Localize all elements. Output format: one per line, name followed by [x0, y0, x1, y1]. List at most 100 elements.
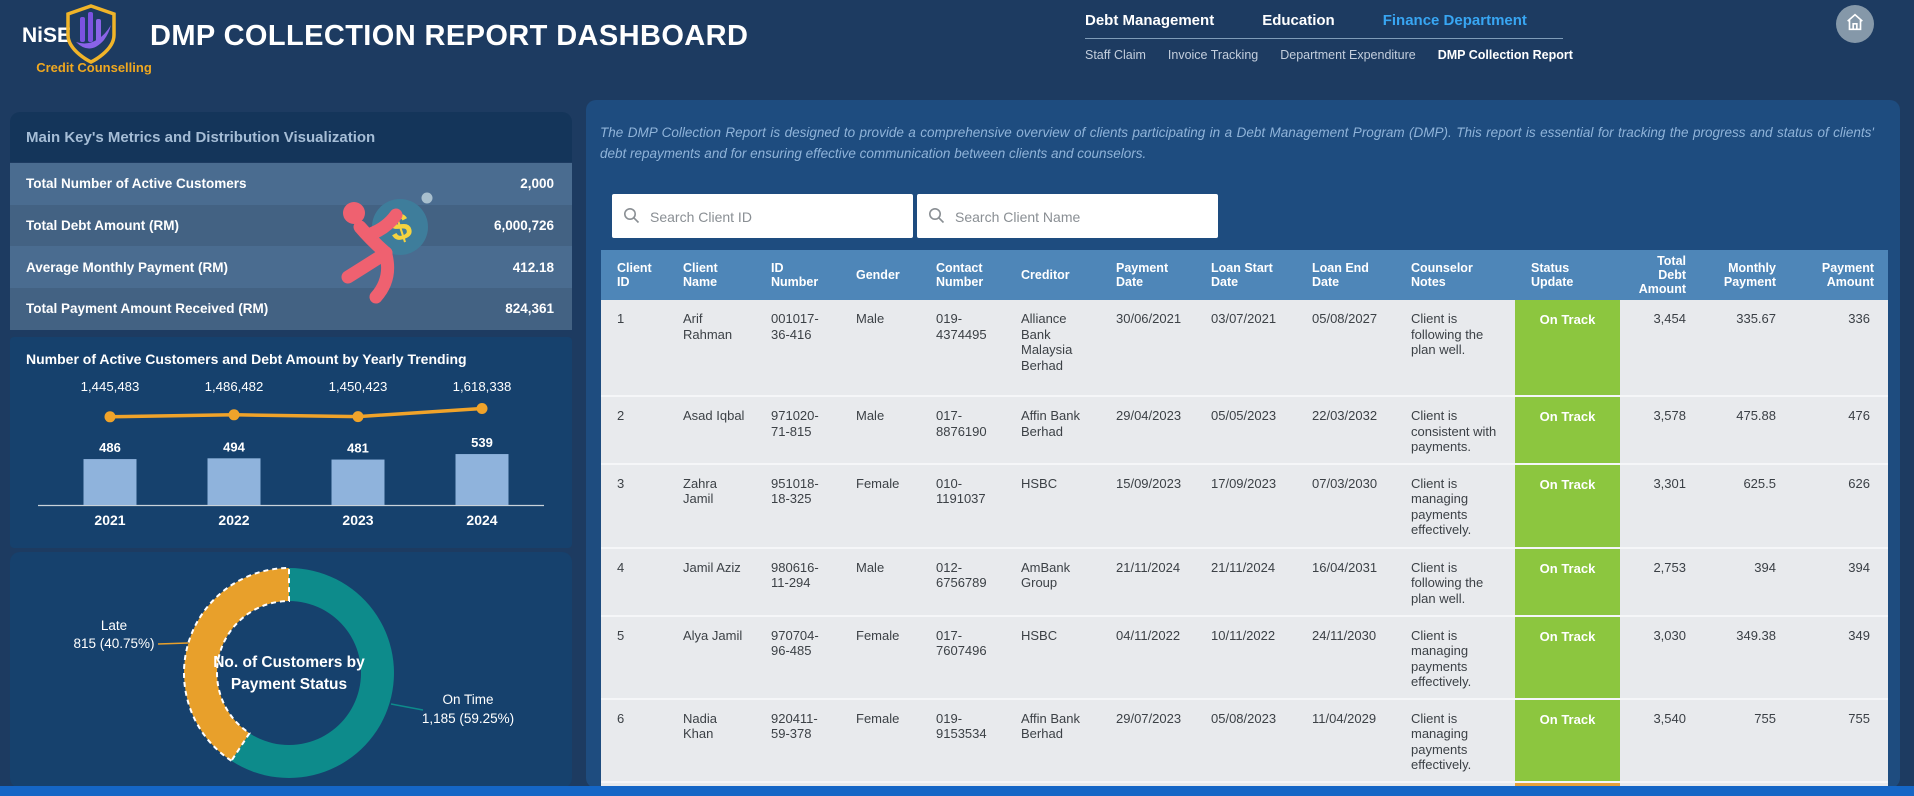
client-table: Client ID Client Name ID Number Gender Conta… — [601, 250, 1888, 788]
bar-2024[interactable] — [455, 454, 509, 505]
col-header-loan-end-date[interactable]: Loan End Date — [1296, 250, 1395, 300]
cell-counselor-notes: Client is managing payments effectively. — [1395, 615, 1515, 700]
line-point-2023[interactable] — [352, 411, 364, 423]
cell-client-id: 3 — [601, 463, 667, 549]
line-point-2021[interactable] — [104, 411, 116, 423]
cell-gender: Female — [840, 615, 920, 700]
cell-payment-date: 04/11/2022 — [1100, 615, 1195, 700]
table-row[interactable]: 7Nadia970710-Female017-HSBC03/03/202106/… — [601, 781, 1888, 788]
col-header-client-id[interactable]: Client ID — [601, 250, 667, 300]
nav-item-staff-claim[interactable]: Staff Claim — [1085, 48, 1146, 62]
donut-slice-late[interactable] — [183, 566, 290, 763]
cell-creditor: HSBC — [1005, 463, 1100, 549]
cell-payment-amount: 476 — [1790, 396, 1888, 465]
cell-status-update: Payment Missed — [1515, 781, 1620, 788]
line-point-2022[interactable] — [228, 409, 240, 421]
table-row[interactable]: 4 Jamil Aziz 980616-11-294 Male 012-6756789 A… — [601, 547, 1888, 617]
cell-loan-end-date: 10/03/2030 — [1296, 781, 1395, 788]
col-header-creditor[interactable]: Creditor — [1005, 250, 1100, 300]
nav-item-finance-department[interactable]: Finance Department — [1382, 12, 1527, 29]
cell-creditor: Affin Bank Berhad — [1005, 396, 1100, 465]
col-header-status-update[interactable]: Status Update — [1515, 250, 1620, 300]
cell-total-debt-amount: 3,540 — [1620, 698, 1700, 783]
cell-client-name: Zahra Jamil — [667, 463, 755, 549]
debt-amount-line — [109, 406, 483, 419]
table-row[interactable]: 2 Asad Iqbal 971020-71-815 Male 017-8876190 A… — [601, 396, 1888, 465]
nav-item-invoice-tracking[interactable]: Invoice Tracking — [1167, 48, 1259, 62]
donut-center-title: No. of Customers by — [213, 654, 365, 671]
cell-loan-start-date: 05/08/2023 — [1195, 698, 1296, 783]
col-header-payment-amount[interactable]: Payment Amount — [1790, 250, 1888, 300]
cell-gender: Male — [840, 547, 920, 617]
metric-label: Average Monthly Payment (RM) — [26, 259, 229, 275]
cell-loan-end-date: 24/11/2030 — [1296, 615, 1395, 700]
table-row[interactable]: 3 Zahra Jamil 951018-18-325 Female 010-11910… — [601, 463, 1888, 549]
year-label: 2024 — [466, 512, 497, 528]
nav-item-education[interactable]: Education — [1262, 12, 1335, 29]
cell-monthly-payment: 335.67 — [1700, 300, 1790, 397]
cell-client-name: Nadia — [667, 781, 755, 788]
search-icon — [928, 207, 945, 229]
nav-item-dmp-collection-report[interactable]: DMP Collection Report — [1437, 48, 1573, 62]
donut-label-value: 815 (40.75%) — [73, 636, 154, 651]
home-icon — [1844, 11, 1866, 38]
cell-gender: Female — [840, 698, 920, 783]
cell-total-debt-amount: 3,030 — [1620, 615, 1700, 700]
search-client-name-input[interactable] — [953, 194, 1212, 240]
cell-gender: Male — [840, 396, 920, 465]
donut-center-title: Payment Status — [231, 676, 347, 693]
cell-contact-number: 017-8876190 — [920, 396, 1005, 465]
col-header-monthly-payment[interactable]: Monthly Payment — [1700, 250, 1790, 300]
col-header-gender[interactable]: Gender — [840, 250, 920, 300]
col-header-loan-start-date[interactable]: Loan Start Date — [1195, 250, 1296, 300]
table-row[interactable]: 6 Nadia Khan 920411-59-378 Female 019-915353… — [601, 698, 1888, 783]
table-row[interactable]: 1 Arif Rahman 001017-36-416 Male 019-4374495… — [601, 300, 1888, 397]
cell-loan-start-date: 17/09/2023 — [1195, 463, 1296, 549]
home-button[interactable] — [1836, 5, 1874, 43]
col-header-id-number[interactable]: ID Number — [755, 250, 840, 300]
donut-leader-line — [390, 703, 424, 711]
line-point-2024[interactable] — [476, 403, 488, 414]
nav-item-department-expenditure[interactable]: Department Expenditure — [1280, 48, 1416, 62]
col-header-contact-number[interactable]: Contact Number — [920, 250, 1005, 300]
cell-loan-start-date: 05/05/2023 — [1195, 396, 1296, 465]
cell-contact-number: 019-4374495 — [920, 300, 1005, 397]
cell-creditor: AmBank Group — [1005, 547, 1100, 617]
table-header-row: Client ID Client Name ID Number Gender Conta… — [601, 250, 1888, 300]
report-description: The DMP Collection Report is designed to… — [600, 125, 1874, 161]
bar-2022[interactable] — [207, 458, 261, 505]
cell-status-update: On Track — [1515, 615, 1620, 700]
report-panel: The DMP Collection Report is designed to… — [586, 100, 1900, 788]
search-client-id-input[interactable] — [648, 194, 907, 240]
cell-contact-number: 012-6756789 — [920, 547, 1005, 617]
nav-item-debt-management[interactable]: Debt Management — [1085, 12, 1215, 29]
table-head: Client ID Client Name ID Number Gender Conta… — [601, 250, 1888, 300]
bottom-accent-bar — [0, 786, 1914, 796]
col-header-client-name[interactable]: Client Name — [667, 250, 755, 300]
bar-2023[interactable] — [331, 459, 385, 505]
bar-2021[interactable] — [83, 459, 137, 505]
table-row[interactable]: 5 Alya Jamil 970704-96-485 Female 017-760749… — [601, 615, 1888, 700]
col-header-counselor-notes[interactable]: Counselor Notes — [1395, 250, 1515, 300]
donut-slice-on-time[interactable] — [231, 568, 394, 778]
cell-total-debt-amount: 3,301 — [1620, 463, 1700, 549]
search-client-name-box — [917, 194, 1218, 240]
cell-loan-end-date: 07/03/2030 — [1296, 463, 1395, 549]
cell-payment-date: 03/03/2021 — [1100, 781, 1195, 788]
cell-contact-number: 017-7607496 — [920, 615, 1005, 700]
col-header-payment-date[interactable]: Payment Date — [1100, 250, 1195, 300]
metrics-rows: Total Number of Active Customers 2,000 Tot… — [10, 163, 572, 330]
cell-contact-number: 010-1191037 — [920, 463, 1005, 549]
cell-monthly-payment: 755 — [1700, 698, 1790, 783]
cell-total-debt-amount: 3,578 — [1620, 396, 1700, 465]
cell-total-debt-amount: 2,029 — [1620, 781, 1700, 788]
cell-id-number: 971020-71-815 — [755, 396, 840, 465]
year-label: 2022 — [218, 512, 249, 528]
metric-label: Total Payment Amount Received (RM) — [26, 301, 269, 317]
bar-value-label: 494 — [223, 439, 245, 454]
metric-value: 6,000,726 — [493, 218, 554, 234]
brand-name: NiSE — [22, 24, 72, 47]
cell-loan-end-date: 22/03/2032 — [1296, 396, 1395, 465]
cell-monthly-payment: 358.44 — [1700, 781, 1790, 788]
col-header-total-debt-amount[interactable]: Total Debt Amount — [1620, 250, 1700, 300]
